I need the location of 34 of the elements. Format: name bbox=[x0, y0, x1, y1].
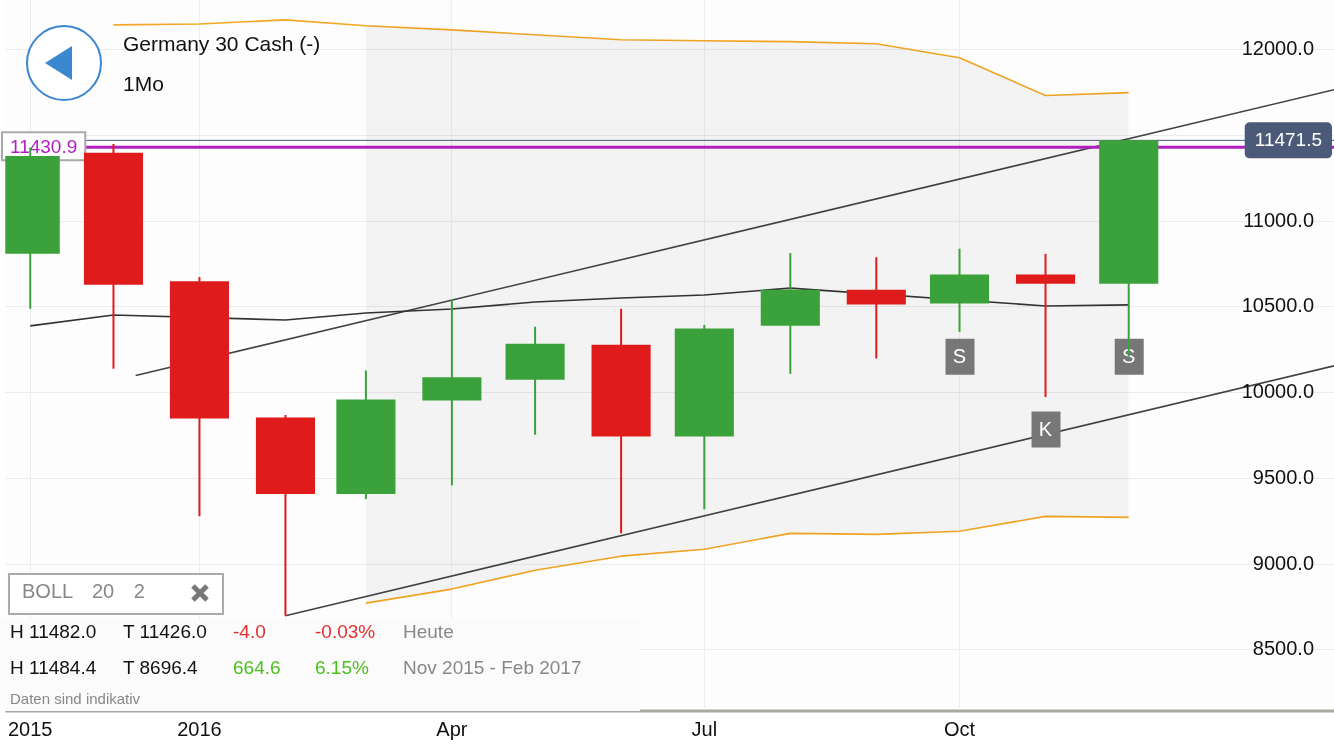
y-tick-label: 10500.0 bbox=[1241, 294, 1314, 317]
annotation: K bbox=[1038, 418, 1053, 441]
x-tick-label: Oct bbox=[943, 717, 976, 740]
candlestick bbox=[1015, 252, 1076, 399]
annotation: T 8696.4 bbox=[123, 656, 198, 679]
annotation: Daten sind indikativ bbox=[10, 690, 141, 707]
annotation: -4.0 bbox=[233, 620, 266, 643]
x-tick-label: 2016 bbox=[177, 717, 222, 740]
annotation: BOLL 20 2 bbox=[22, 580, 145, 603]
candlestick bbox=[422, 298, 482, 487]
x-tick-label: Apr bbox=[436, 717, 468, 740]
annotation: Heute bbox=[403, 620, 454, 643]
candlestick bbox=[846, 256, 906, 360]
annotation: H 11482.0 bbox=[10, 620, 97, 643]
x-tick-label: Jul bbox=[691, 717, 718, 740]
annotation: 664.6 bbox=[233, 656, 281, 679]
text: Germany 30 Cash (-) bbox=[122, 31, 322, 57]
annotation: -0.03% bbox=[315, 620, 376, 643]
annotation: S bbox=[952, 345, 967, 368]
annotation: H 11484.4 bbox=[10, 656, 97, 679]
x-tick-label: 2015 bbox=[8, 717, 53, 740]
ref-line-label: 11430.9 bbox=[10, 135, 78, 157]
text: 1Mo bbox=[122, 71, 165, 97]
y-tick-label: 9500.0 bbox=[1252, 465, 1314, 488]
ref-line-label: 11471.5 bbox=[1254, 128, 1323, 150]
y-tick-label: 10000.0 bbox=[1241, 380, 1314, 403]
annotation: S bbox=[1122, 345, 1136, 368]
annotation: Nov 2015 - Feb 2017 bbox=[403, 656, 582, 679]
y-tick-label: 11000.0 bbox=[1243, 208, 1314, 231]
y-tick-label: 9000.0 bbox=[1252, 551, 1314, 574]
annotation: 6.15% bbox=[315, 656, 369, 679]
y-tick-label: 12000.0 bbox=[1241, 37, 1314, 60]
y-tick-label: 8500.0 bbox=[1252, 637, 1314, 660]
annotation: T 11426.0 bbox=[123, 620, 207, 643]
